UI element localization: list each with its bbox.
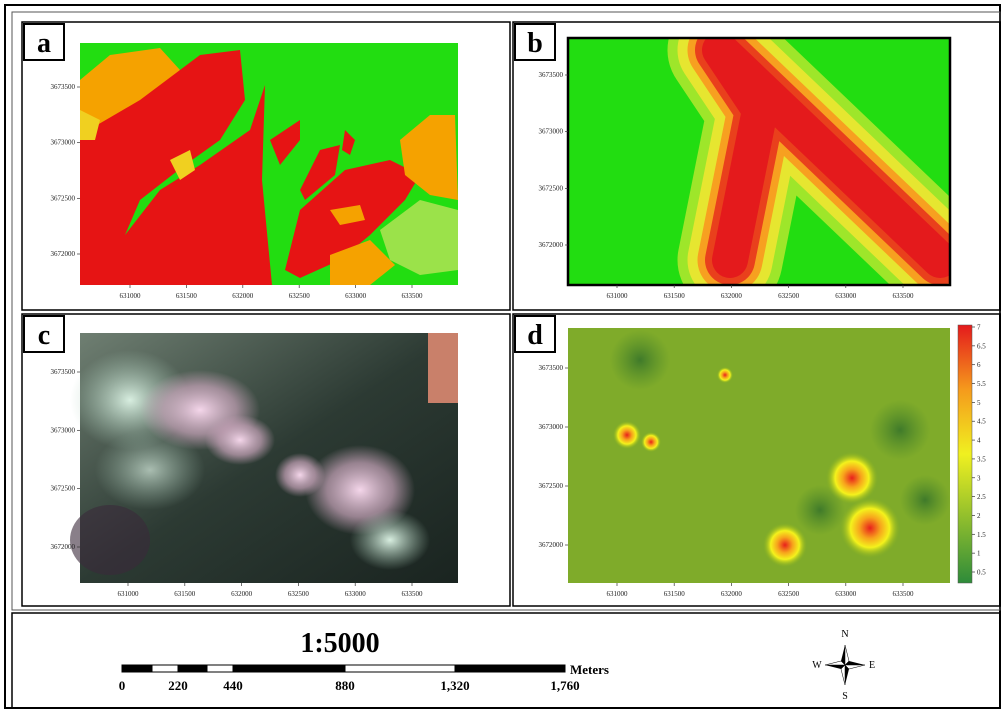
x-tick-label: 631000 — [120, 292, 142, 300]
colorbar-tick-label: 6 — [977, 361, 981, 369]
x-tick-label: 632500 — [289, 292, 311, 300]
x-tick-label: 632000 — [721, 292, 743, 300]
panel-label-box — [23, 315, 65, 353]
x-tick-label: 631500 — [176, 292, 198, 300]
x-tick-label: 633000 — [835, 292, 857, 300]
panel-label-box — [514, 23, 556, 61]
x-tick-label: 631000 — [607, 590, 629, 598]
y-tick-label: 3672000 — [51, 250, 76, 258]
panel-label: c — [38, 320, 50, 351]
colorbar-tick-label: 5 — [977, 399, 981, 407]
colorbar-tick-label: 3 — [977, 474, 981, 482]
colorbar-tick-label: 1.5 — [977, 531, 986, 539]
inner-frame — [11, 11, 1001, 611]
map-c — [70, 333, 458, 583]
y-tick-label: 3673000 — [539, 423, 564, 431]
y-tick-label: 3672000 — [51, 543, 76, 551]
scale-label: 0 — [119, 678, 126, 693]
scale-label: 440 — [223, 678, 243, 693]
y-tick-label: 3672500 — [539, 482, 564, 490]
scale-label: 220 — [168, 678, 188, 693]
panel-label: b — [527, 28, 543, 59]
scale-label: 1,760 — [550, 678, 579, 693]
x-tick-label: 632000 — [231, 590, 253, 598]
x-tick-label: 633500 — [402, 292, 424, 300]
x-tick-label: 633500 — [402, 590, 424, 598]
x-tick-label: 632500 — [778, 292, 800, 300]
y-tick-label: 3672500 — [539, 184, 564, 192]
compass-s: S — [842, 691, 848, 702]
compass — [824, 644, 866, 686]
x-tick-label: 633500 — [893, 292, 915, 300]
colorbar-tick-label: 2 — [977, 512, 981, 520]
x-tick-label: 631500 — [664, 590, 686, 598]
y-tick-label: 3673500 — [51, 83, 76, 91]
scale-label: 1,320 — [440, 678, 469, 693]
colorbar-tick-label: 4.5 — [977, 418, 986, 426]
x-tick-label: 632000 — [721, 590, 743, 598]
x-tick-label: 631500 — [664, 292, 686, 300]
x-tick-label: 633000 — [345, 590, 367, 598]
compass-n: N — [841, 629, 848, 640]
scale-ratio: 1:5000 — [300, 628, 379, 659]
panel-frame — [512, 21, 1001, 311]
y-tick-label: 3673500 — [51, 368, 76, 376]
panel-label-box — [514, 315, 556, 353]
y-tick-label: 3672500 — [51, 194, 76, 202]
panel-frame — [512, 313, 1001, 607]
compass-w: W — [812, 660, 822, 671]
colorbar-tick-label: 7 — [977, 324, 981, 332]
colorbar — [957, 324, 973, 584]
legend-frame — [11, 612, 1001, 709]
x-tick-label: 632500 — [778, 590, 800, 598]
x-tick-label: 631000 — [118, 590, 140, 598]
y-tick-label: 3673500 — [539, 364, 564, 372]
panel-label: a — [37, 28, 51, 59]
scale-label: 880 — [335, 678, 355, 693]
y-tick-label: 3672000 — [539, 541, 564, 549]
x-tick-label: 633000 — [345, 292, 367, 300]
x-tick-label: 633000 — [835, 590, 857, 598]
colorbar-tick-label: 5.5 — [977, 380, 986, 388]
y-tick-label: 3672000 — [539, 241, 564, 249]
y-tick-label: 3673000 — [51, 139, 76, 147]
x-tick-label: 631500 — [174, 590, 196, 598]
y-tick-label: 3672500 — [51, 485, 76, 493]
y-tick-label: 3673000 — [539, 128, 564, 136]
map-frame — [566, 36, 952, 287]
x-tick-label: 631000 — [607, 292, 629, 300]
panel-label: d — [527, 320, 543, 351]
panel-label-box — [23, 23, 65, 61]
panel-frame — [21, 313, 511, 607]
map-d — [568, 328, 950, 583]
panel-frame — [21, 21, 511, 311]
colorbar-tick-label: 1 — [977, 550, 981, 558]
colorbar-tick-label: 3.5 — [977, 455, 986, 463]
compass-e: E — [869, 660, 875, 671]
y-tick-label: 3673000 — [51, 426, 76, 434]
map-b — [568, 38, 950, 285]
colorbar-tick-label: 0.5 — [977, 569, 986, 577]
colorbar-tick-label: 4 — [977, 437, 981, 445]
x-tick-label: 633500 — [893, 590, 915, 598]
colorbar-tick-label: 2.5 — [977, 493, 986, 501]
colorbar-tick-label: 6.5 — [977, 342, 986, 350]
scale-bar — [121, 664, 566, 673]
x-tick-label: 632000 — [232, 292, 254, 300]
scale-unit: Meters — [570, 662, 609, 677]
y-tick-label: 3673500 — [539, 71, 564, 79]
x-tick-label: 632500 — [288, 590, 310, 598]
map-a — [80, 43, 458, 285]
